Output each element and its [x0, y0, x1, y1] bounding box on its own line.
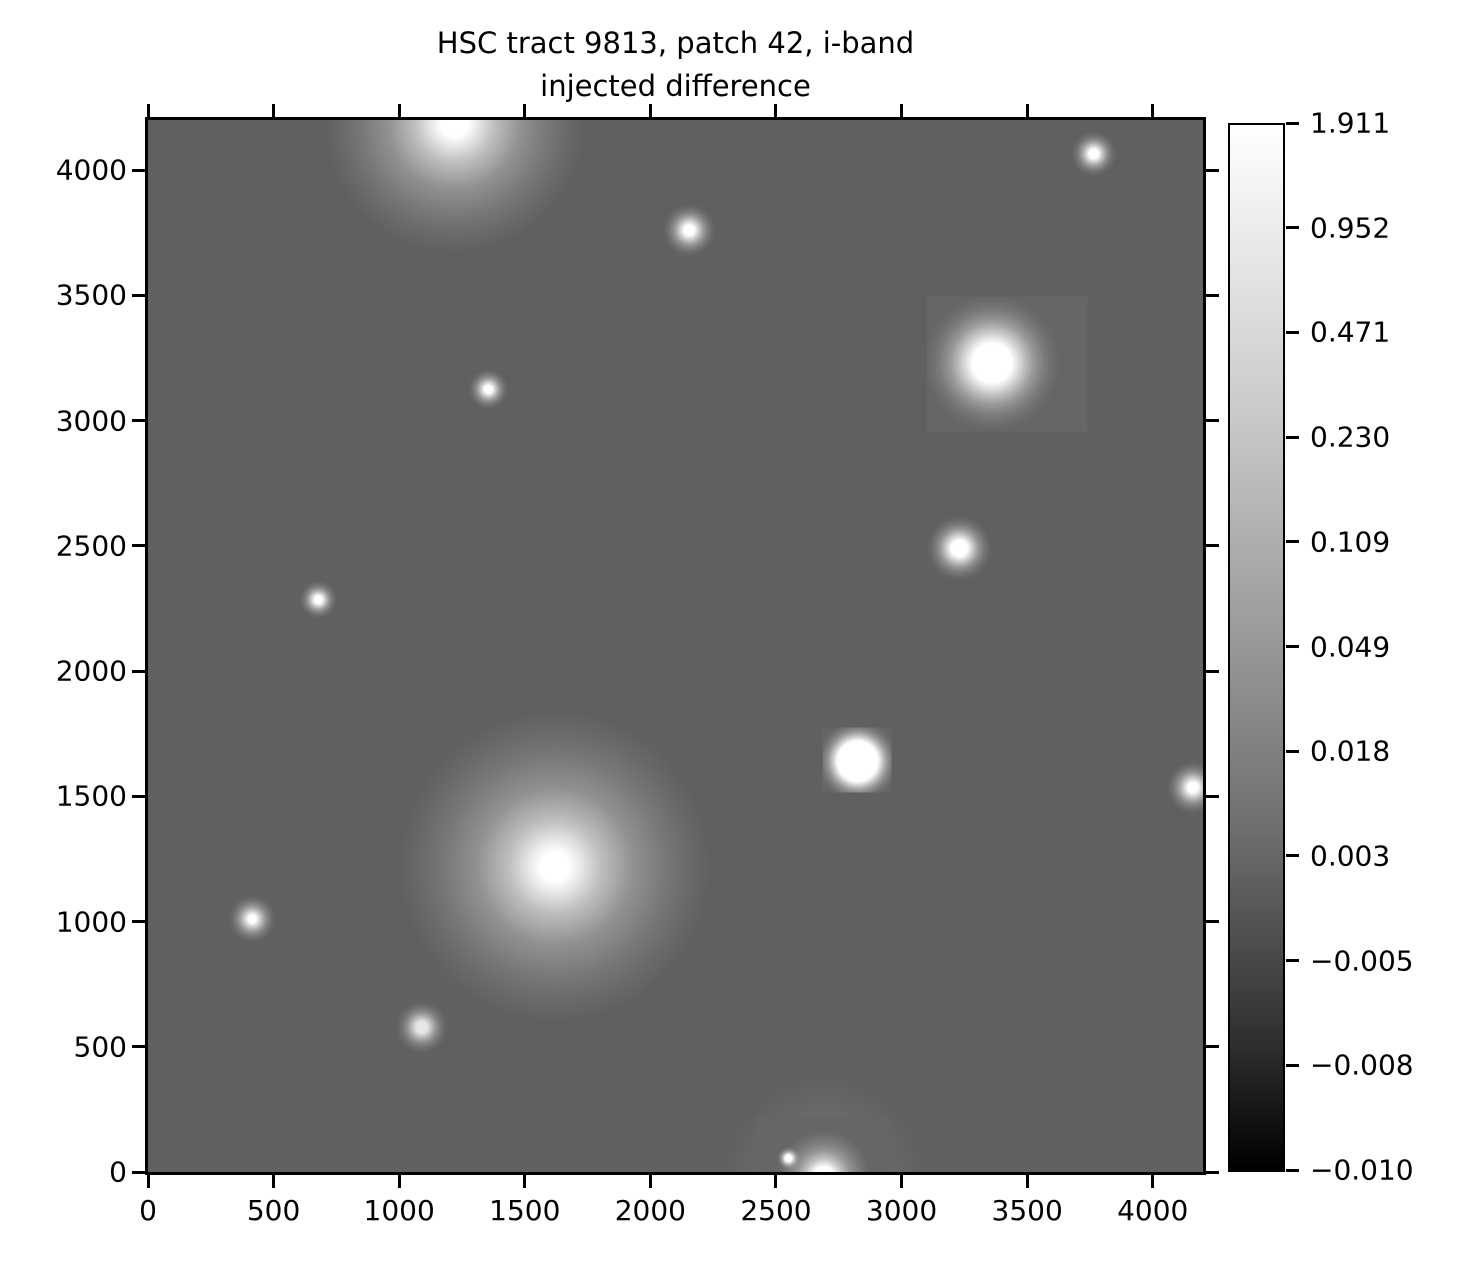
y-tick-right	[1206, 1045, 1219, 1049]
colorbar-tick	[1286, 1063, 1299, 1067]
colorbar-tick-label: −0.010	[1310, 1153, 1414, 1187]
y-tick-left	[132, 293, 145, 297]
y-tick-right	[1206, 669, 1219, 673]
y-tick-label: 1000	[55, 905, 127, 939]
y-tick-right	[1206, 168, 1219, 172]
colorbar-tick-label: −0.005	[1310, 944, 1414, 978]
x-tick-label: 1500	[489, 1194, 561, 1227]
colorbar-tick-label: 0.018	[1310, 734, 1391, 768]
x-tick-top	[774, 104, 778, 117]
y-tick-left	[132, 920, 145, 924]
y-tick-label: 1500	[55, 779, 127, 813]
x-tick-label: 2000	[614, 1194, 687, 1227]
colorbar	[1228, 123, 1285, 1172]
x-tick-top	[900, 104, 904, 117]
injected-source-star	[926, 296, 1060, 431]
injected-source-star	[299, 580, 338, 619]
x-tick-bottom	[1025, 1175, 1029, 1188]
y-tick-label: 4000	[55, 153, 127, 187]
injected-source-star	[468, 369, 509, 410]
injected-source-star	[1166, 761, 1203, 814]
injected-source-star	[777, 1146, 800, 1170]
plot-title-line1: HSC tract 9813, patch 42, i-band	[436, 26, 915, 60]
x-tick-top	[648, 104, 652, 117]
x-tick-bottom	[648, 1175, 652, 1188]
x-tick-top	[523, 104, 527, 117]
colorbar-tick	[1286, 1168, 1299, 1172]
injected-source-star	[228, 895, 277, 943]
y-tick-label: 2500	[55, 529, 127, 563]
x-tick-bottom	[900, 1175, 904, 1188]
colorbar-tick-label: 1.911	[1310, 106, 1391, 140]
x-tick-bottom	[523, 1175, 527, 1188]
image-plot-area	[148, 120, 1203, 1172]
colorbar-tick	[1286, 121, 1299, 125]
y-tick-right	[1206, 293, 1219, 297]
plot-title: HSC tract 9813, patch 42, i-band injecte…	[148, 22, 1203, 108]
injected-source-star	[926, 515, 992, 581]
y-tick-right	[1206, 794, 1219, 798]
x-tick-bottom	[272, 1175, 276, 1188]
x-tick-top	[1025, 104, 1029, 117]
x-tick-label: 0	[139, 1194, 157, 1227]
colorbar-tick	[1286, 749, 1299, 753]
x-tick-top	[397, 104, 401, 117]
x-tick-label: 2500	[740, 1194, 812, 1227]
colorbar-tick	[1286, 435, 1299, 439]
x-tick-label: 3000	[865, 1194, 938, 1227]
x-tick-bottom	[146, 1175, 150, 1188]
injected-source-star	[822, 727, 892, 793]
y-tick-left	[132, 669, 145, 673]
colorbar-tick	[1286, 854, 1299, 858]
y-tick-label: 3500	[55, 278, 127, 312]
x-tick-top	[146, 104, 150, 117]
x-tick-label: 1000	[363, 1194, 435, 1227]
colorbar-tick-label: −0.008	[1310, 1048, 1414, 1082]
x-tick-label: 500	[246, 1194, 301, 1227]
injected-source-star	[1071, 131, 1117, 177]
plot-title-line2: injected difference	[540, 69, 811, 103]
injected-source-star	[662, 203, 716, 257]
colorbar-tick	[1286, 959, 1299, 963]
injected-source-galaxy	[399, 710, 711, 1023]
y-tick-label: 500	[73, 1030, 127, 1064]
colorbar-tick	[1286, 645, 1299, 648]
y-tick-label: 0	[109, 1155, 127, 1189]
y-tick-right	[1206, 419, 1219, 423]
y-tick-label: 2000	[55, 654, 127, 688]
y-tick-left	[132, 419, 145, 423]
colorbar-tick-label: 0.049	[1310, 630, 1391, 663]
x-tick-bottom	[1151, 1175, 1155, 1188]
x-tick-label: 4000	[1117, 1194, 1189, 1227]
y-tick-left	[132, 1170, 145, 1174]
injected-difference-image	[148, 120, 1203, 1172]
y-tick-left	[132, 168, 145, 172]
x-tick-top	[1151, 104, 1155, 117]
colorbar-tick-label: 0.109	[1310, 525, 1391, 559]
y-tick-left	[132, 794, 145, 798]
y-tick-right	[1206, 544, 1219, 548]
y-tick-label: 3000	[55, 404, 127, 438]
y-tick-left	[132, 544, 145, 548]
injected-source-star	[395, 1000, 449, 1054]
x-tick-bottom	[774, 1175, 778, 1188]
injected-source-galaxy	[777, 1130, 870, 1172]
colorbar-tick-label: 0.471	[1310, 315, 1391, 349]
x-tick-bottom	[397, 1175, 401, 1188]
y-tick-right	[1206, 920, 1219, 924]
y-tick-right	[1206, 1170, 1219, 1174]
colorbar-tick-label: 0.230	[1310, 420, 1391, 454]
colorbar-tick	[1286, 226, 1299, 230]
colorbar-tick	[1286, 540, 1299, 544]
y-tick-left	[132, 1045, 145, 1049]
colorbar-tick-label: 0.952	[1310, 211, 1391, 245]
injected-source-galaxy	[323, 120, 586, 254]
x-tick-top	[272, 104, 276, 117]
colorbar-tick-label: 0.003	[1310, 839, 1391, 873]
colorbar-tick	[1286, 330, 1299, 334]
x-tick-label: 3500	[991, 1194, 1063, 1227]
